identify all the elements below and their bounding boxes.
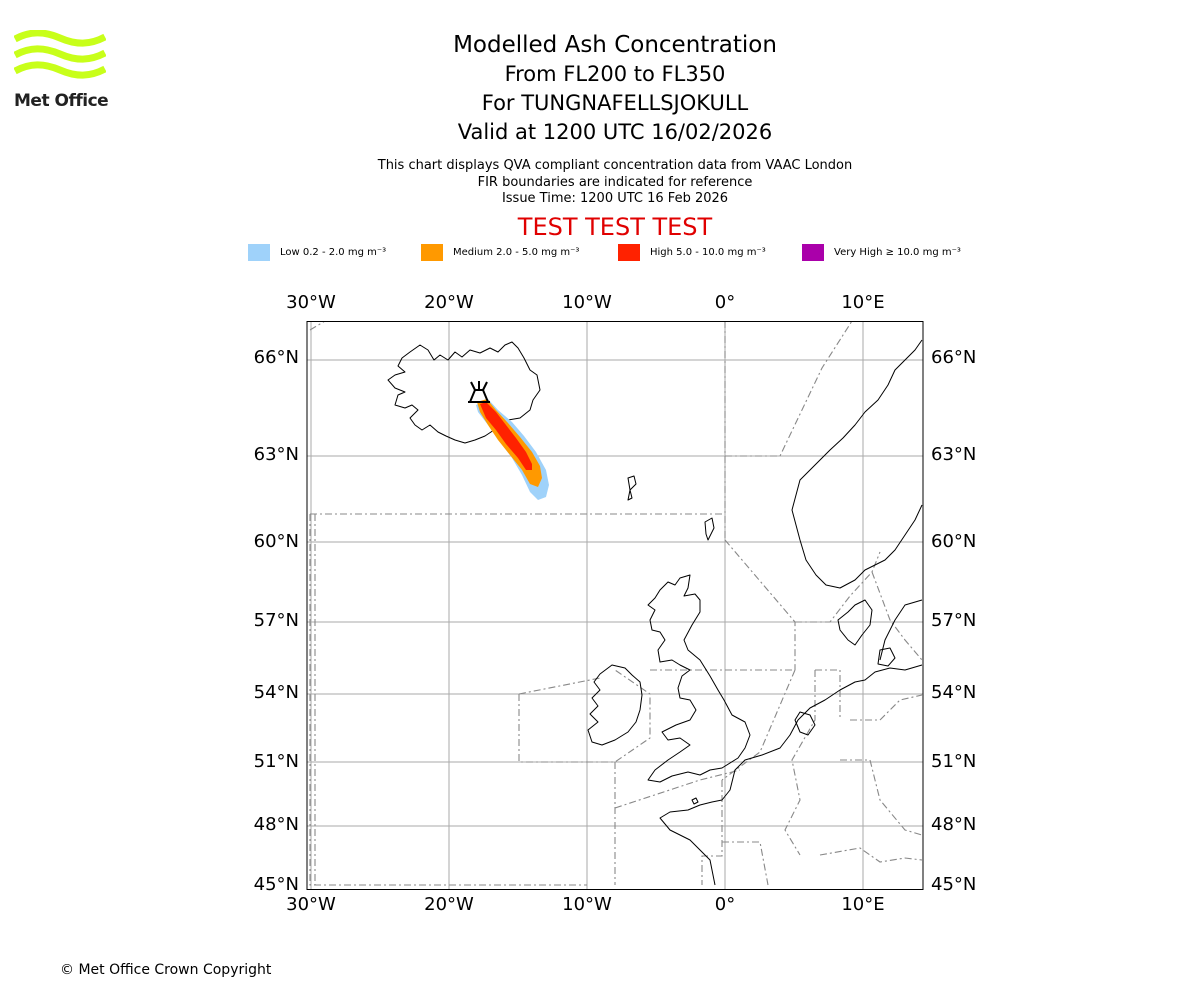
map-frame <box>306 321 924 890</box>
volcano-name: For TUNGNAFELLSJOKULL <box>481 91 749 115</box>
lon-tick-top: 30°W <box>286 292 336 313</box>
chart-description: This chart displays QVA compliant concen… <box>240 158 990 208</box>
legend-label-very-high: Very High ≥ 10.0 mg m⁻³ <box>834 247 961 258</box>
lat-tick-right: 54°N <box>931 682 977 703</box>
copyright-notice: © Met Office Crown Copyright <box>60 962 272 978</box>
flight-level-range: From FL200 to FL350 <box>504 62 726 86</box>
issue-time: Issue Time: 1200 UTC 16 Feb 2026 <box>501 191 729 206</box>
description-line-1: This chart displays QVA compliant concen… <box>377 158 853 173</box>
valid-time: Valid at 1200 UTC 16/02/2026 <box>457 120 773 144</box>
legend-swatch-low <box>248 244 270 261</box>
lat-tick-right: 45°N <box>931 874 977 895</box>
lon-tick-bottom: 20°W <box>424 894 474 915</box>
met-office-logo-text: Met Office <box>14 91 109 111</box>
chart-title-block: Modelled Ash Concentration From FL200 to… <box>240 30 990 147</box>
legend-label-high: High 5.0 - 10.0 mg m⁻³ <box>650 247 766 258</box>
lat-tick-right: 66°N <box>931 347 977 368</box>
ash-plume <box>476 399 549 500</box>
lat-tick-left: 60°N <box>253 531 299 552</box>
lon-tick-bottom: 0° <box>714 894 736 915</box>
lat-tick-left: 63°N <box>253 444 299 465</box>
lon-tick-bottom: 10°E <box>841 894 885 915</box>
fir-boundaries <box>309 321 923 886</box>
legend-swatch-high <box>618 244 640 261</box>
legend-item-medium: Medium 2.0 - 5.0 mg m⁻³ <box>421 244 579 261</box>
lat-tick-left: 48°N <box>253 814 299 835</box>
ash-high-concentration <box>480 402 532 470</box>
lon-tick-top: 10°W <box>562 292 612 313</box>
legend-label-low: Low 0.2 - 2.0 mg m⁻³ <box>280 247 387 258</box>
lat-tick-left: 51°N <box>253 751 299 772</box>
lon-tick-top: 0° <box>714 292 736 313</box>
lat-tick-left: 57°N <box>253 610 299 631</box>
lat-tick-right: 57°N <box>931 610 977 631</box>
legend-item-very-high: Very High ≥ 10.0 mg m⁻³ <box>802 244 961 261</box>
lon-tick-bottom: 30°W <box>286 894 336 915</box>
lat-tick-right: 60°N <box>931 531 977 552</box>
lon-tick-top: 10°E <box>841 292 885 313</box>
lon-tick-top: 20°W <box>424 292 474 313</box>
ash-map <box>306 321 924 890</box>
coastlines <box>387 339 923 886</box>
lat-tick-right: 51°N <box>931 751 977 772</box>
lat-tick-left: 54°N <box>253 682 299 703</box>
lat-tick-right: 48°N <box>931 814 977 835</box>
legend-label-medium: Medium 2.0 - 5.0 mg m⁻³ <box>453 247 580 258</box>
met-office-logo-icon <box>14 30 106 79</box>
volcano-icon <box>468 381 490 403</box>
description-line-2: FIR boundaries are indicated for referen… <box>477 174 753 190</box>
test-banner: TEST TEST TEST <box>517 213 713 241</box>
lat-tick-left: 66°N <box>253 347 299 368</box>
chart-title: Modelled Ash Concentration <box>453 32 777 58</box>
lat-tick-left: 45°N <box>253 874 299 895</box>
legend-item-high: High 5.0 - 10.0 mg m⁻³ <box>618 244 766 261</box>
legend-swatch-very-high <box>802 244 824 261</box>
legend-item-low: Low 0.2 - 2.0 mg m⁻³ <box>248 244 386 261</box>
lat-tick-right: 63°N <box>931 444 977 465</box>
legend-swatch-medium <box>421 244 443 261</box>
lon-tick-bottom: 10°W <box>562 894 612 915</box>
